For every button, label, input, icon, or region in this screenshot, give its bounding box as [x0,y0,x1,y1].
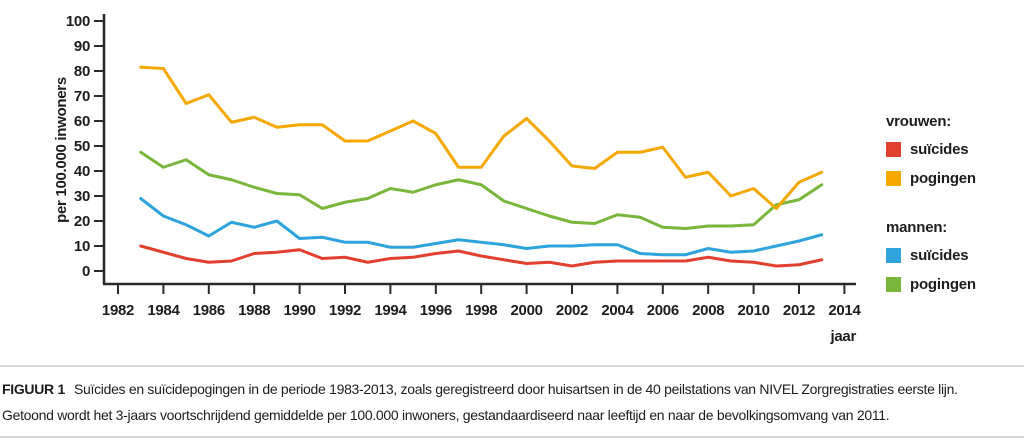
figure-caption-line1: Suïcides en suïcidepogingen in de period… [73,381,958,397]
y-axis-tick-label: 30 [74,188,90,205]
chart-area: 0 10 20 30 40 50 60 70 80 90 100 1982 1984 1986 1988 19… [53,13,976,345]
legend-label: pogingen [910,170,976,187]
y-axis-tick-label: 10 [74,238,90,255]
legend-swatch-green-icon [886,277,901,292]
x-axis-tick-label: 1986 [193,302,225,319]
series-line-vrouwen-pogingen [139,65,824,210]
legend-label: suïcides [910,247,969,264]
x-axis-title: jaar [830,328,857,345]
y-axis-tick-label: 20 [74,213,90,230]
x-axis-tick-label: 1988 [238,302,270,319]
figure-caption-label: FIGUUR 1 [2,381,65,397]
x-axis-tick-label: 1984 [147,302,180,319]
legend-label: pogingen [910,276,976,293]
figure-caption-line2: Getoond wordt het 3-jaars voortschrijden… [2,407,890,423]
y-axis-tick-label: 80 [74,63,90,80]
legend-swatch-yellow-icon [886,171,901,186]
series-line-vrouwen-suicides [139,244,824,268]
chart-legend: vrouwen: suïcides pogingen mannen: suïci… [886,114,976,292]
legend-item-vrouwen-suicides: suïcides [886,142,976,157]
x-axis-tick-label: 1982 [102,302,134,319]
legend-title-mannen: mannen: [886,219,948,236]
series-line-mannen-pogingen [139,150,824,230]
y-axis-tick-label: 100 [66,13,90,30]
y-axis-tick-label: 90 [74,38,90,55]
legend-item-mannen-suicides: suïcides [886,248,976,263]
x-axis-tick-label: 2004 [601,302,634,319]
y-axis-tick-label: 70 [74,88,90,105]
y-axis-tick-label: 60 [74,113,90,130]
series-line-mannen-suicides [139,197,824,257]
x-axis-tick-label: 2006 [647,302,679,319]
chart-plot: 0 10 20 30 40 50 60 70 80 90 100 1982 1984 1986 1988 19… [53,13,862,345]
x-axis-tick-label: 2000 [511,302,543,319]
y-axis-title: per 100.000 inwoners [53,77,70,223]
legend-title-vrouwen: vrouwen: [886,113,952,130]
legend-swatch-red-icon [886,142,901,157]
x-axis-tick-label: 2010 [738,302,770,319]
x-axis-tick-label: 1990 [284,302,316,319]
x-axis-tick-label: 2008 [692,302,724,319]
x-axis-tick-label: 1996 [420,302,452,319]
legend-swatch-blue-icon [886,248,901,263]
x-axis-tick-label: 2014 [828,302,861,319]
x-axis-tick-label: 1994 [374,302,407,319]
x-axis-tick-label: 2002 [556,302,588,319]
x-axis-tick-label: 1992 [329,302,361,319]
x-axis-tick-label: 1998 [465,302,497,319]
y-axis-tick-label: 50 [74,138,90,155]
legend-group-mannen: mannen: suïcides pogingen [886,220,976,292]
legend-item-vrouwen-pogingen: pogingen [886,171,976,186]
legend-label: suïcides [910,141,969,158]
x-axis-tick-label: 2012 [783,302,815,319]
legend-group-vrouwen: vrouwen: suïcides pogingen [886,114,976,186]
y-axis-tick-label: 0 [82,263,90,280]
y-axis-tick-label: 40 [74,163,90,180]
legend-item-mannen-pogingen: pogingen [886,277,976,292]
figure-caption: FIGUUR 1 Suïcides en suïcidepogingen in d… [0,365,1024,438]
